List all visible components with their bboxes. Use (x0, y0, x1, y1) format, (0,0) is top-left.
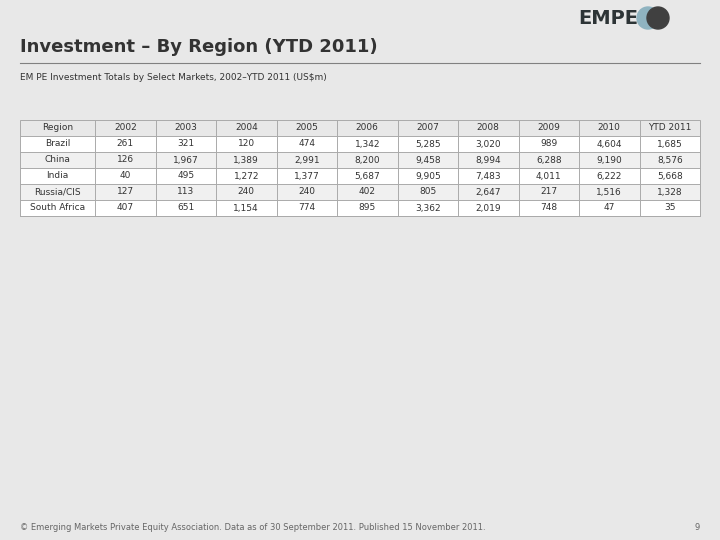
Text: 2002: 2002 (114, 124, 137, 132)
Text: 5,668: 5,668 (657, 172, 683, 180)
FancyBboxPatch shape (20, 136, 700, 152)
Text: 2009: 2009 (537, 124, 560, 132)
Text: 474: 474 (298, 139, 315, 148)
Text: 6,288: 6,288 (536, 156, 562, 165)
Text: EM PE Investment Totals by Select Markets, 2002–YTD 2011 (US$m): EM PE Investment Totals by Select Market… (20, 73, 327, 83)
Text: 748: 748 (540, 204, 557, 213)
Text: 1,389: 1,389 (233, 156, 259, 165)
Text: 2008: 2008 (477, 124, 500, 132)
Text: YTD 2011: YTD 2011 (648, 124, 691, 132)
Text: 127: 127 (117, 187, 134, 197)
Text: 240: 240 (298, 187, 315, 197)
Text: 261: 261 (117, 139, 134, 148)
Text: 2004: 2004 (235, 124, 258, 132)
Text: 1,154: 1,154 (233, 204, 259, 213)
Text: India: India (46, 172, 68, 180)
Text: 35: 35 (664, 204, 675, 213)
Circle shape (637, 7, 659, 29)
Text: 989: 989 (540, 139, 557, 148)
Text: 3,020: 3,020 (475, 139, 501, 148)
FancyBboxPatch shape (20, 152, 700, 168)
Text: Brazil: Brazil (45, 139, 70, 148)
Text: 1,377: 1,377 (294, 172, 320, 180)
Text: 1,328: 1,328 (657, 187, 683, 197)
Text: 240: 240 (238, 187, 255, 197)
Text: 9,190: 9,190 (596, 156, 622, 165)
Text: 2007: 2007 (416, 124, 439, 132)
FancyBboxPatch shape (20, 120, 700, 136)
Text: 1,272: 1,272 (233, 172, 259, 180)
Text: 113: 113 (177, 187, 194, 197)
FancyBboxPatch shape (20, 200, 700, 216)
Text: 5,285: 5,285 (415, 139, 441, 148)
Text: 5,687: 5,687 (354, 172, 380, 180)
Text: 40: 40 (120, 172, 131, 180)
Text: 8,576: 8,576 (657, 156, 683, 165)
Text: 9: 9 (695, 523, 700, 532)
Text: 217: 217 (540, 187, 557, 197)
Text: 2010: 2010 (598, 124, 621, 132)
Text: © Emerging Markets Private Equity Association. Data as of 30 September 2011. Pub: © Emerging Markets Private Equity Associ… (20, 523, 485, 532)
Text: 126: 126 (117, 156, 134, 165)
Text: 4,604: 4,604 (596, 139, 622, 148)
Text: EMPEA: EMPEA (578, 9, 653, 28)
Text: 9,905: 9,905 (415, 172, 441, 180)
Text: 407: 407 (117, 204, 134, 213)
Text: 2,647: 2,647 (475, 187, 501, 197)
Text: 2003: 2003 (174, 124, 197, 132)
Text: 3,362: 3,362 (415, 204, 441, 213)
Text: 2,991: 2,991 (294, 156, 320, 165)
Text: 321: 321 (177, 139, 194, 148)
Text: 9,458: 9,458 (415, 156, 441, 165)
Circle shape (647, 7, 669, 29)
Text: South Africa: South Africa (30, 204, 85, 213)
Text: 47: 47 (603, 204, 615, 213)
Text: 1,685: 1,685 (657, 139, 683, 148)
Text: 120: 120 (238, 139, 255, 148)
Text: 1,516: 1,516 (596, 187, 622, 197)
Text: 4,011: 4,011 (536, 172, 562, 180)
Text: 895: 895 (359, 204, 376, 213)
Text: 8,200: 8,200 (354, 156, 380, 165)
Text: China: China (45, 156, 71, 165)
FancyBboxPatch shape (20, 168, 700, 184)
Text: 774: 774 (298, 204, 315, 213)
Text: 495: 495 (177, 172, 194, 180)
Text: 2006: 2006 (356, 124, 379, 132)
Text: 651: 651 (177, 204, 194, 213)
Text: 6,222: 6,222 (597, 172, 622, 180)
Text: 1,967: 1,967 (173, 156, 199, 165)
FancyBboxPatch shape (20, 184, 700, 200)
Text: 805: 805 (419, 187, 436, 197)
Text: 2005: 2005 (295, 124, 318, 132)
Text: 1,342: 1,342 (354, 139, 380, 148)
Text: Russia/CIS: Russia/CIS (34, 187, 81, 197)
Text: 8,994: 8,994 (475, 156, 501, 165)
Text: Investment – By Region (YTD 2011): Investment – By Region (YTD 2011) (20, 38, 377, 56)
Text: 402: 402 (359, 187, 376, 197)
Text: Region: Region (42, 124, 73, 132)
Text: 7,483: 7,483 (475, 172, 501, 180)
Text: 2,019: 2,019 (475, 204, 501, 213)
